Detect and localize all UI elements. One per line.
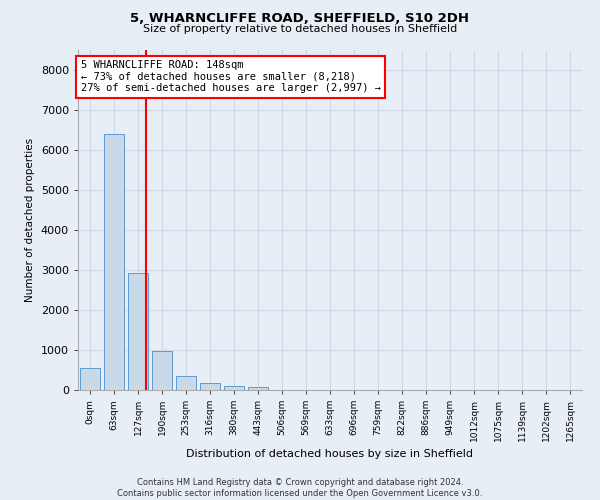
Bar [152, 351, 172, 390]
Bar [104, 134, 124, 390]
Text: Contains HM Land Registry data © Crown copyright and database right 2024.
Contai: Contains HM Land Registry data © Crown c… [118, 478, 482, 498]
Bar [80, 368, 100, 390]
X-axis label: Distribution of detached houses by size in Sheffield: Distribution of detached houses by size … [187, 450, 473, 460]
Bar [248, 387, 268, 390]
Bar [176, 376, 196, 390]
Text: Size of property relative to detached houses in Sheffield: Size of property relative to detached ho… [143, 24, 457, 34]
Bar [224, 386, 244, 390]
Bar [128, 273, 148, 390]
Y-axis label: Number of detached properties: Number of detached properties [25, 138, 35, 302]
Text: 5, WHARNCLIFFE ROAD, SHEFFIELD, S10 2DH: 5, WHARNCLIFFE ROAD, SHEFFIELD, S10 2DH [131, 12, 470, 26]
Text: 5 WHARNCLIFFE ROAD: 148sqm
← 73% of detached houses are smaller (8,218)
27% of s: 5 WHARNCLIFFE ROAD: 148sqm ← 73% of deta… [80, 60, 380, 94]
Bar [200, 383, 220, 390]
